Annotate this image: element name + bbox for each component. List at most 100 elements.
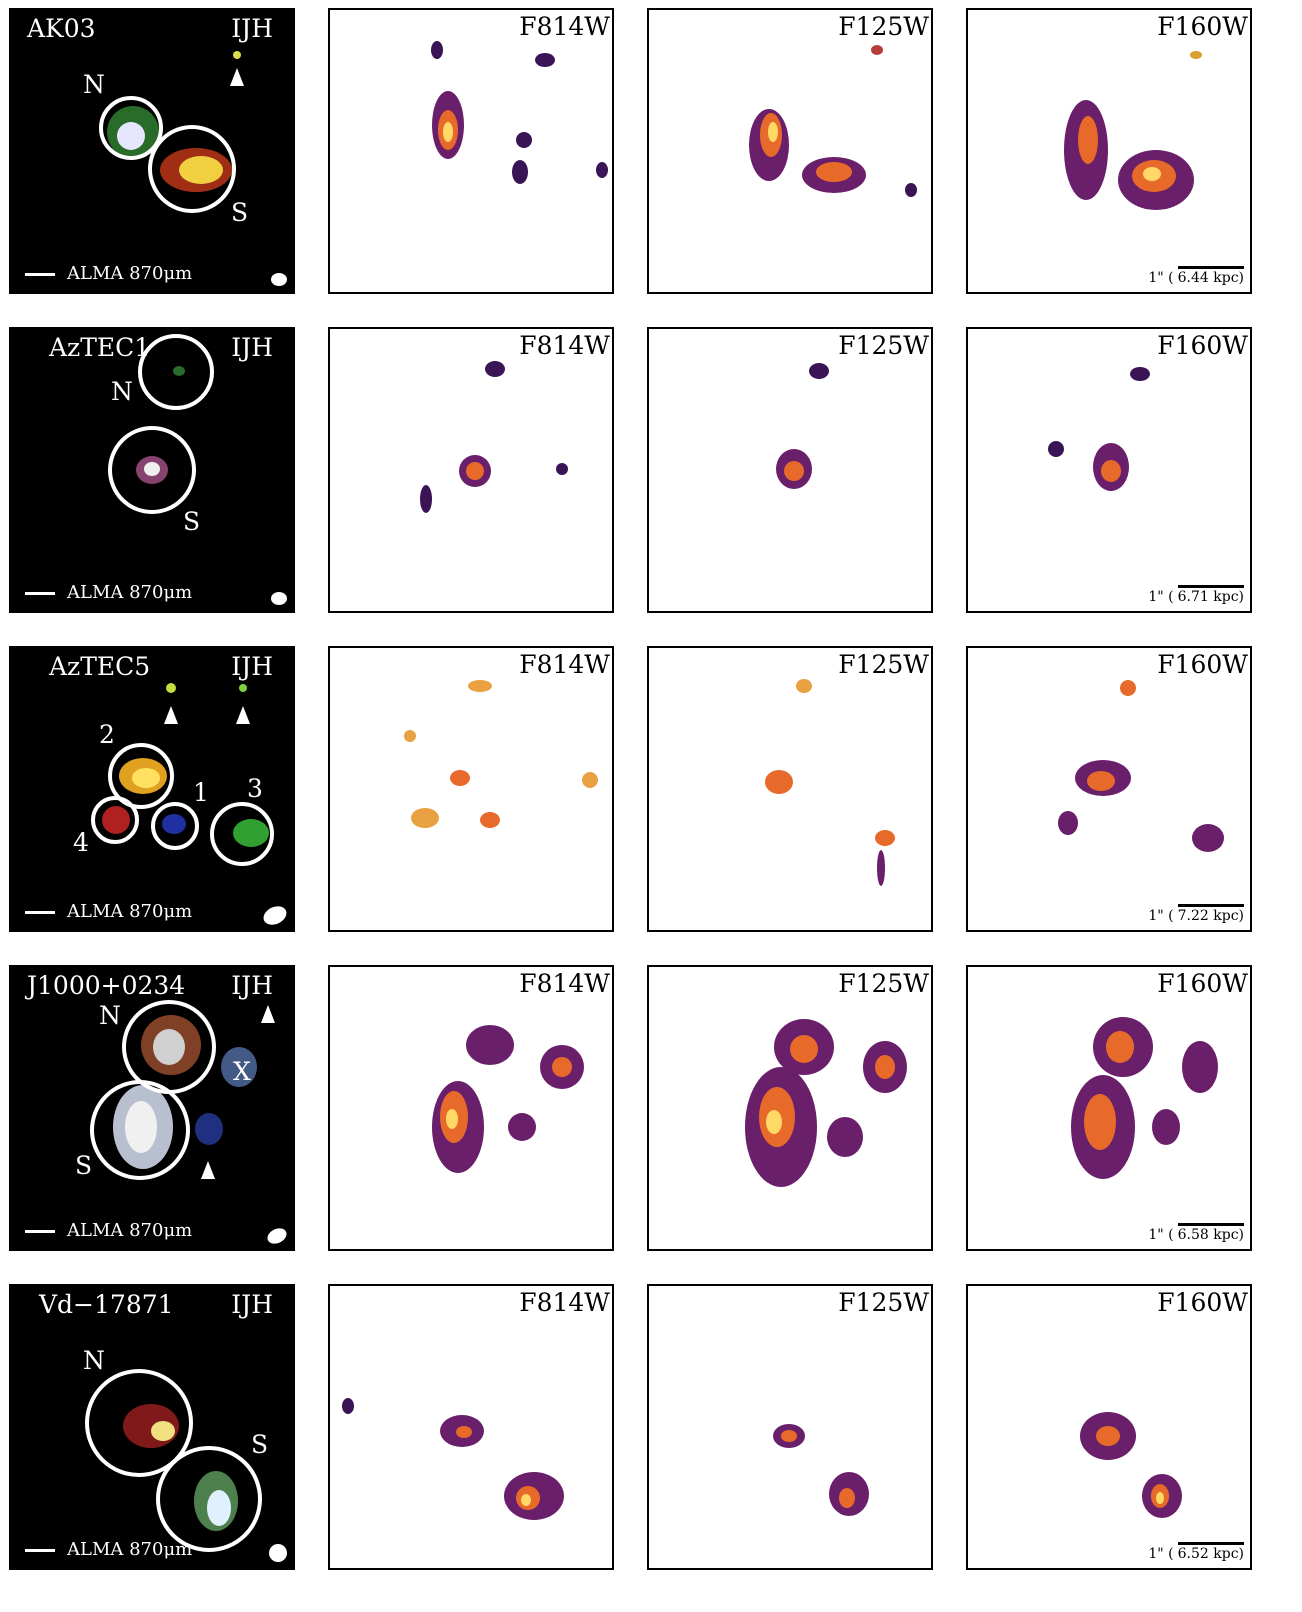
band-image — [1064, 51, 1202, 210]
arrow-marker — [236, 706, 250, 724]
filter-label: F814W — [519, 331, 610, 360]
band-image — [745, 1019, 907, 1187]
alma-legend: ALMA 870μm — [25, 901, 192, 922]
band-image — [1080, 1412, 1182, 1518]
filter-label: F125W — [838, 331, 929, 360]
physical-scale: 1" (6.44 kpc) — [1148, 266, 1244, 286]
scale-arcsec: 1" — [1148, 270, 1164, 286]
source-name: Vd−17871 — [39, 1290, 174, 1319]
physical-scale: 1" (7.22 kpc) — [1148, 904, 1244, 924]
rgb-bands-label: IJH — [231, 1290, 273, 1319]
band-panel-vd17871-f160w: F160W 1" (6.52 kpc) — [966, 1284, 1252, 1570]
band-panel-j1000-f814w: F814W — [328, 965, 614, 1251]
rgb-image — [99, 51, 241, 213]
filter-label: F160W — [1157, 12, 1248, 41]
rgb-image — [90, 1000, 257, 1180]
component-label-1: 1 — [193, 778, 209, 807]
band-panel-aztec5-f125w: F125W — [647, 646, 933, 932]
alma-label: ALMA 870μm — [67, 582, 193, 603]
rgb-panel-ak03: AK03 IJH N S ALMA 870μm — [9, 8, 295, 294]
arrow-marker — [230, 68, 244, 86]
scale-kpc: 6.58 kpc) — [1177, 1223, 1244, 1243]
filter-label: F160W — [1157, 1288, 1248, 1317]
band-image — [776, 363, 829, 489]
scale-kpc: 6.44 kpc) — [1177, 266, 1244, 286]
filter-label: F160W — [1157, 969, 1248, 998]
filter-label: F814W — [519, 12, 610, 41]
band-image — [431, 41, 608, 184]
band-panel-aztec1-f814w: F814W — [328, 327, 614, 613]
scale-kpc: 6.71 kpc) — [1177, 585, 1244, 605]
scale-bar — [25, 1229, 55, 1233]
filter-label: F125W — [838, 969, 929, 998]
component-label-n: N — [83, 1346, 105, 1375]
arrow-marker — [201, 1161, 215, 1179]
scale-arcsec: 1" — [1148, 1227, 1164, 1243]
scale-kpc: 6.52 kpc) — [1177, 1542, 1244, 1562]
component-label-x: X — [233, 1057, 251, 1086]
arrow-marker — [164, 706, 178, 724]
band-image — [404, 680, 598, 828]
band-panel-ak03-f160w: F160W 1" (6.44 kpc) — [966, 8, 1252, 294]
source-name: AzTEC1 — [49, 333, 151, 362]
physical-scale: 1" (6.58 kpc) — [1148, 1223, 1244, 1243]
physical-scale: 1" (6.52 kpc) — [1148, 1542, 1244, 1562]
scale-bar — [25, 591, 55, 595]
alma-legend: ALMA 870μm — [25, 1539, 192, 1560]
rgb-panel-aztec1: AzTEC1 IJH N S ALMA 870μm — [9, 327, 295, 613]
alma-label: ALMA 870μm — [67, 1220, 193, 1241]
filter-label: F160W — [1157, 650, 1248, 679]
band-panel-vd17871-f814w: F814W — [328, 1284, 614, 1570]
rgb-image — [91, 683, 274, 866]
rgb-bands-label: IJH — [231, 333, 273, 362]
component-label-n: N — [99, 1001, 121, 1030]
scale-arcsec: 1" — [1148, 908, 1164, 924]
rgb-panel-j1000: J1000+0234 IJH N X S ALMA 870μm — [9, 965, 295, 1251]
physical-scale: 1" (6.71 kpc) — [1148, 585, 1244, 605]
rgb-image — [108, 334, 214, 514]
rgb-bands-label: IJH — [231, 971, 273, 1000]
scale-arcsec: 1" — [1148, 1546, 1164, 1562]
filter-label: F160W — [1157, 331, 1248, 360]
alma-label: ALMA 870μm — [67, 901, 193, 922]
filter-label: F125W — [838, 12, 929, 41]
filter-label: F814W — [519, 1288, 610, 1317]
component-label-4: 4 — [73, 828, 89, 857]
filter-label: F814W — [519, 969, 610, 998]
component-label-s: S — [183, 507, 201, 536]
rgb-panel-aztec5: AzTEC5 IJH 2 1 3 4 ALMA 870μm — [9, 646, 295, 932]
band-image — [765, 679, 895, 886]
band-image — [1048, 367, 1150, 491]
beam-ellipse — [271, 592, 287, 605]
band-panel-aztec1-f125w: F125W — [647, 327, 933, 613]
rgb-image — [85, 1369, 262, 1552]
source-name: AK03 — [27, 14, 96, 43]
band-panel-aztec5-f160w: F160W 1" (7.22 kpc) — [966, 646, 1252, 932]
alma-label: ALMA 870μm — [67, 1539, 193, 1560]
component-label-s: S — [231, 198, 249, 227]
component-label-s: S — [75, 1151, 93, 1180]
source-name: AzTEC5 — [49, 652, 151, 681]
scale-arcsec: 1" — [1148, 589, 1164, 605]
band-image — [1071, 1017, 1218, 1179]
band-image — [432, 1025, 584, 1173]
band-panel-j1000-f125w: F125W — [647, 965, 933, 1251]
component-label-n: N — [111, 377, 133, 406]
alma-label: ALMA 870μm — [67, 263, 193, 284]
band-panel-aztec5-f814w: F814W — [328, 646, 614, 932]
band-image — [1058, 680, 1224, 852]
component-label-s: S — [251, 1430, 269, 1459]
scale-bar — [25, 272, 55, 276]
scale-bar — [25, 1548, 55, 1552]
band-image — [773, 1424, 869, 1516]
band-image — [342, 1398, 564, 1520]
rgb-bands-label: IJH — [231, 14, 273, 43]
component-label-2: 2 — [99, 720, 115, 749]
alma-legend: ALMA 870μm — [25, 263, 192, 284]
beam-ellipse — [269, 1544, 287, 1562]
rgb-bands-label: IJH — [231, 652, 273, 681]
component-label-3: 3 — [247, 774, 263, 803]
band-image — [420, 361, 568, 513]
band-panel-j1000-f160w: F160W 1" (6.58 kpc) — [966, 965, 1252, 1251]
alma-legend: ALMA 870μm — [25, 1220, 192, 1241]
